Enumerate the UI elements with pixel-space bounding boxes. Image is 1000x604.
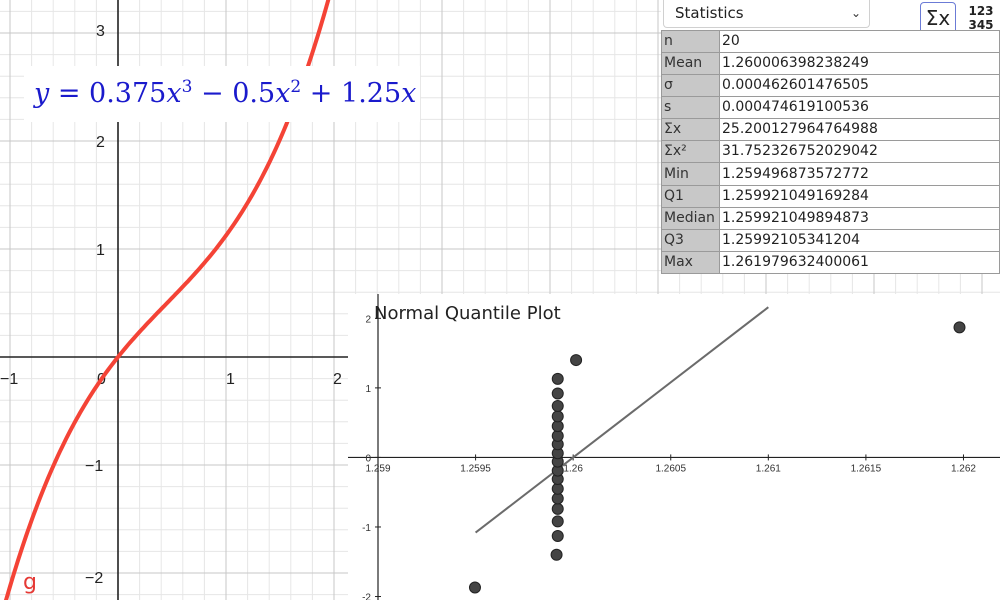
y-tick-label: 3: [96, 23, 105, 40]
statistic-value: 1.260006398238249: [719, 52, 1000, 76]
qq-x-tick-label: 1.261: [756, 463, 781, 474]
x-tick-label: 2: [333, 371, 342, 388]
statistics-row: s 0.000474619100536: [661, 96, 1000, 120]
formula-op2: +: [301, 78, 342, 109]
formula-var3: x: [166, 78, 182, 109]
statistics-row: σ 0.000462601476505: [661, 74, 1000, 98]
qq-x-tick-label: 1.2595: [460, 463, 491, 474]
statistics-row: n 20: [661, 29, 1000, 54]
qq-data-point[interactable]: [551, 530, 564, 543]
qq-x-tick-label: 1.2605: [655, 463, 686, 474]
qq-data-point[interactable]: [570, 354, 583, 367]
qq-y-tick-label: 2: [365, 314, 371, 325]
chevron-down-icon: ⌄: [850, 6, 861, 20]
qq-data-point[interactable]: [551, 502, 564, 515]
dropdown-selected-value: Statistics: [675, 4, 744, 22]
statistics-row: Max 1.261979632400061: [661, 250, 1000, 275]
statistic-value: 0.000462601476505: [719, 74, 1000, 98]
statistic-label: Σx²: [661, 140, 720, 164]
statistics-row: Σx² 31.752326752029042: [661, 140, 1000, 164]
formula-var2: x: [275, 78, 291, 109]
qq-x-tick-label: 1.259: [365, 463, 390, 474]
data-table-icon-line2: 345: [968, 18, 994, 32]
qq-x-tick-label: 1.26: [563, 463, 583, 474]
statistics-row: Min 1.259496873572772: [661, 162, 1000, 186]
formula-op1: −: [192, 78, 233, 109]
y-tick-label: −2: [85, 570, 103, 587]
statistic-label: Σx: [661, 118, 720, 142]
formula-coef3: 0.375: [89, 78, 167, 109]
function-curve-g[interactable]: [2, 0, 332, 600]
qq-data-point[interactable]: [551, 372, 564, 385]
qq-data-point[interactable]: [551, 410, 564, 423]
statistics-table: n 20 Mean 1.260006398238249 σ 0.0004626014765…: [661, 29, 1000, 275]
qq-x-tick-label: 1.262: [951, 463, 976, 474]
statistic-value: 0.000474619100536: [719, 96, 1000, 120]
statistic-value: 25.200127964764988: [719, 118, 1000, 142]
statistic-label: Min: [661, 162, 720, 186]
x-tick-label: 1: [226, 371, 235, 388]
statistic-label: Median: [661, 206, 720, 230]
function-name-label[interactable]: g: [23, 570, 37, 595]
statistic-label: Max: [661, 250, 720, 275]
statistic-value: 31.752326752029042: [719, 140, 1000, 164]
qq-data-point[interactable]: [551, 515, 564, 528]
formula-lhs: y =: [34, 78, 90, 109]
y-tick-label: 1: [96, 242, 105, 259]
qq-data-point[interactable]: [551, 399, 564, 412]
statistics-row: Σx 25.200127964764988: [661, 118, 1000, 142]
statistic-value: 1.259921049894873: [719, 206, 1000, 230]
statistic-label: s: [661, 96, 720, 120]
statistics-type-dropdown[interactable]: Statistics ⌄: [663, 0, 870, 28]
qq-y-tick-label: -2: [362, 593, 371, 600]
statistic-label: n: [661, 29, 720, 54]
formula-coef2: 0.5: [232, 78, 276, 109]
statistic-label: Q1: [661, 184, 720, 208]
plot-title: Normal Quantile Plot: [374, 303, 561, 324]
normal-quantile-plot: 1.259 1.2595 1.26 1.2605 1.261 1.2615 1.262 2 1 0…: [348, 294, 1000, 604]
formula-exp2: 2: [290, 77, 302, 97]
statistic-value: 20: [719, 29, 1000, 54]
qq-reference-line: [474, 306, 769, 534]
qq-y-tick-label: 0: [365, 453, 371, 464]
qq-y-tick-label: 1: [365, 384, 371, 395]
statistics-row: Mean 1.260006398238249: [661, 52, 1000, 76]
statistic-label: Mean: [661, 52, 720, 76]
statistics-row: Q1 1.259921049169284: [661, 184, 1000, 208]
normal-quantile-plot-panel[interactable]: 1.259 1.2595 1.26 1.2605 1.261 1.2615 1.262 2 1 0…: [348, 294, 1000, 604]
statistics-row: Q3 1.25992105341204: [661, 228, 1000, 252]
qq-data-point[interactable]: [953, 321, 966, 334]
data-table-button[interactable]: 123 345: [965, 1, 997, 35]
qq-y-tick-label: -1: [362, 523, 371, 534]
statistic-label: σ: [661, 74, 720, 98]
statistic-value: 1.259921049169284: [719, 184, 1000, 208]
qq-data-point[interactable]: [550, 548, 563, 561]
qq-x-tick-label: 1.2615: [851, 463, 882, 474]
formula-exp3: 3: [181, 77, 193, 97]
formula-var1: x: [401, 78, 417, 109]
y-tick-label: −1: [85, 458, 103, 475]
statistic-value: 1.261979632400061: [719, 250, 1000, 275]
qq-data-point[interactable]: [551, 387, 564, 400]
data-table-icon-line1: 123: [968, 4, 994, 18]
formula-coef1: 1.25: [341, 78, 402, 109]
summary-statistics-button[interactable]: Σx: [920, 2, 956, 34]
function-formula-label[interactable]: y = 0.375x3 − 0.5x2 + 1.25x: [24, 66, 420, 122]
y-tick-label: 2: [96, 134, 105, 151]
statistic-value: 1.25992105341204: [719, 228, 1000, 252]
statistic-value: 1.259496873572772: [719, 162, 1000, 186]
statistics-row: Median 1.259921049894873: [661, 206, 1000, 230]
qq-data-point[interactable]: [468, 581, 481, 594]
x-tick-label: −1: [0, 371, 18, 388]
statistic-label: Q3: [661, 228, 720, 252]
